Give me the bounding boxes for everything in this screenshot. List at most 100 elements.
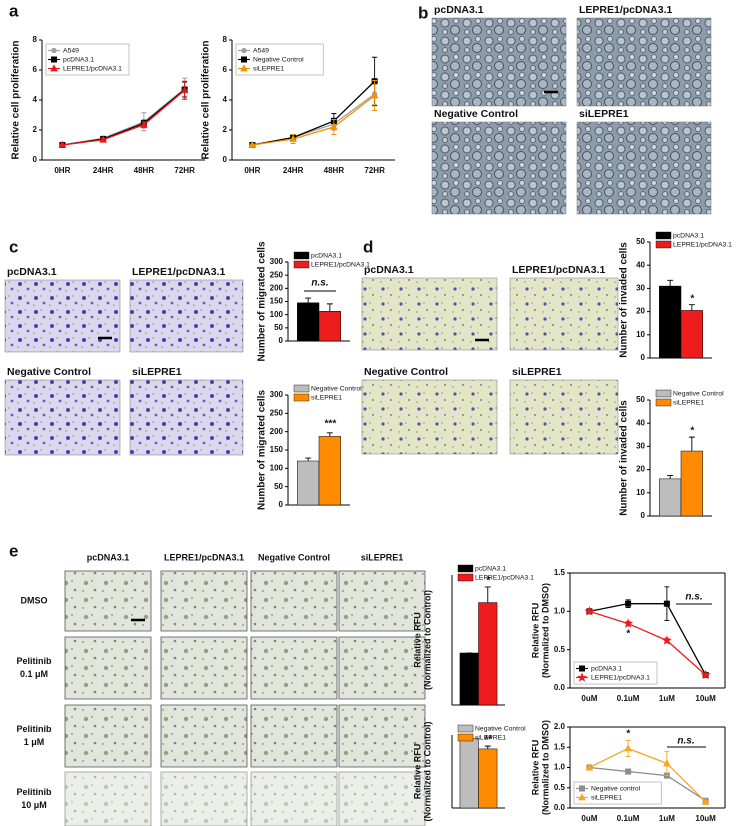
marker (99, 135, 107, 143)
legend-label: LEPRE1/pcDNA3.1 (63, 65, 122, 72)
legend-label: Negative Control (253, 56, 304, 63)
bar (478, 748, 498, 809)
micrograph (509, 379, 619, 455)
column-label: Negative Control (258, 552, 330, 562)
x-tick-label: 10uM (695, 814, 716, 823)
micrograph (509, 277, 619, 351)
row-label: 1 μM (24, 737, 45, 747)
x-tick-label: 48HR (324, 166, 345, 175)
x-tick-label: 24HR (93, 166, 114, 175)
x-tick-label: 0.1uM (617, 814, 640, 823)
legend-box (235, 43, 324, 76)
micrograph (64, 636, 152, 700)
marker (663, 600, 670, 607)
y-tick-label: 0.5 (554, 645, 566, 654)
y-axis-label: Number of migrated cells (257, 241, 268, 361)
marker (663, 759, 671, 767)
annotation: n.s. (311, 278, 328, 289)
y-tick-label: 0 (223, 155, 228, 164)
legend-swatch (457, 573, 474, 582)
y-tick-label: 50 (636, 237, 645, 246)
image-label: pcDNA3.1 (434, 4, 484, 16)
x-tick-label: 10uM (695, 694, 716, 703)
legend-swatch (457, 733, 474, 742)
marker (58, 140, 67, 148)
micrograph (250, 636, 338, 700)
x-tick-label: 0HR (244, 166, 260, 175)
micrograph (4, 279, 121, 353)
bar (659, 478, 682, 517)
micrograph (431, 121, 567, 215)
marker (585, 763, 594, 771)
legend-label: pcDNA3.1 (63, 56, 94, 63)
y-tick-label: 0 (641, 511, 646, 520)
legend-label: LEPRE1/pcDNA3.1 (673, 241, 732, 248)
y-axis-label: Relative cell proliferation (201, 41, 212, 160)
legend-swatch (293, 260, 310, 269)
error-bar (305, 457, 312, 461)
y-tick-label: 150 (270, 445, 284, 454)
error-bar (688, 304, 695, 311)
marker (289, 134, 297, 142)
y-tick-label: 1.0 (554, 606, 566, 615)
bar (680, 450, 703, 517)
y-axis-label: Relative RFU (412, 612, 422, 668)
bar (297, 302, 320, 342)
x-tick-label: 1uM (659, 814, 675, 823)
marker (248, 140, 257, 148)
y-tick-label: 30 (636, 284, 645, 293)
y-tick-label: 40 (636, 418, 645, 427)
y-tick-label: 0.5 (554, 783, 566, 792)
legend-label: pcDNA3.1 (591, 665, 622, 672)
series-line (252, 93, 376, 146)
y-tick-label: 20 (636, 307, 645, 316)
row-label: Pelitinib (16, 656, 52, 666)
annotation: *** (324, 419, 337, 430)
marker (584, 606, 595, 616)
y-tick-label: 0 (279, 336, 284, 345)
error-bar (484, 745, 491, 749)
marker (140, 120, 148, 128)
y-axis-label: Relative RFU (412, 744, 422, 800)
micrograph (129, 279, 244, 353)
y-tick-label: 0.0 (554, 683, 566, 692)
y-tick-label: 0 (641, 353, 646, 362)
row-label: 10 μM (21, 800, 47, 810)
y-tick-label: 150 (270, 297, 284, 306)
panel-letter: e (9, 541, 18, 560)
legend-label: Negative Control (673, 390, 724, 397)
x-tick-label: 72HR (174, 166, 195, 175)
micrograph (160, 771, 248, 826)
micrograph (576, 17, 712, 107)
y-axis-label: Number of migrated cells (257, 390, 268, 510)
bar (478, 602, 498, 706)
annotation: n.s. (685, 592, 702, 603)
x-tick-label: 72HR (364, 166, 385, 175)
y-tick-label: 20 (636, 465, 645, 474)
y-tick-label: 10 (636, 488, 645, 497)
bar (318, 436, 341, 506)
annotation: ** (484, 735, 493, 746)
series-line (62, 88, 186, 146)
micrograph (250, 771, 338, 826)
legend-label: pcDNA3.1 (475, 565, 506, 572)
x-tick-label: 1uM (659, 694, 675, 703)
micrograph (338, 636, 426, 700)
marker (701, 797, 710, 805)
annotation: * (690, 426, 695, 437)
y-tick-label: 200 (270, 283, 284, 292)
x-tick-label: 0uM (581, 694, 597, 703)
series-line (62, 89, 186, 146)
marker (625, 768, 632, 775)
marker (661, 635, 672, 645)
micrograph (160, 704, 248, 768)
micrograph (361, 277, 498, 351)
y-tick-label: 1.0 (554, 763, 566, 772)
y-tick-label: 0 (33, 155, 38, 164)
annotation: n.s. (677, 736, 694, 747)
row-label: Pelitinib (16, 787, 52, 797)
image-label: siLEPRE1 (579, 108, 629, 120)
marker (370, 91, 379, 99)
image-label: Negative Control (434, 108, 518, 120)
marker (623, 618, 634, 628)
